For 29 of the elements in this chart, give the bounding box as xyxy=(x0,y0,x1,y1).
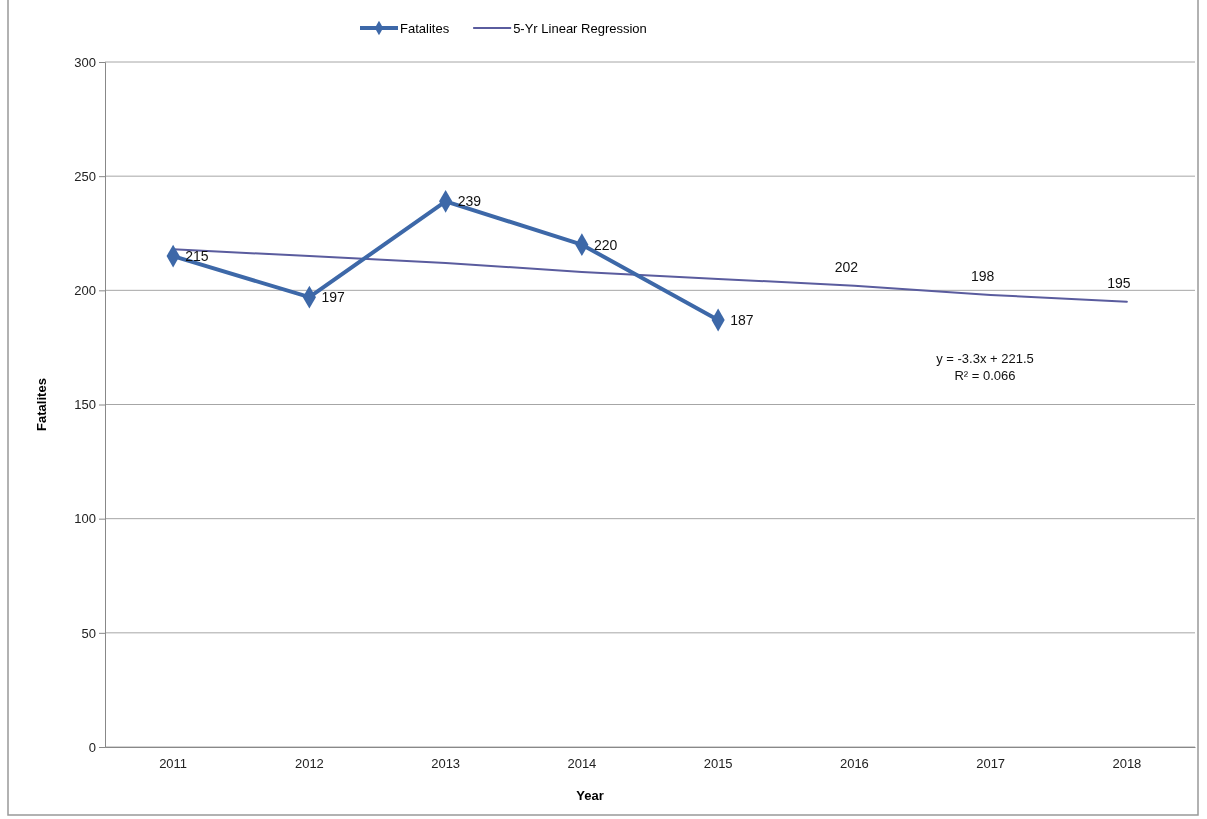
data-label: 202 xyxy=(834,258,859,275)
y-tick-label: 250 xyxy=(74,168,96,184)
legend-label: Fatalites xyxy=(400,21,450,36)
x-tick-label: 2013 xyxy=(431,756,461,772)
x-tick-label: 2017 xyxy=(976,756,1006,772)
data-label: 197 xyxy=(321,289,345,306)
data-label: 239 xyxy=(457,193,482,210)
x-tick-label: 2015 xyxy=(703,756,733,772)
x-tick-label: 2014 xyxy=(567,756,597,772)
y-tick-label: 300 xyxy=(74,54,96,70)
x-tick-label: 2016 xyxy=(839,756,869,772)
y-tick-label: 100 xyxy=(74,511,96,527)
y-tick-label: 50 xyxy=(81,625,96,641)
data-label: 215 xyxy=(185,248,209,265)
data-label: 198 xyxy=(970,267,995,284)
x-tick-label: 2018 xyxy=(1112,756,1142,772)
data-label: 195 xyxy=(1107,274,1131,291)
y-tick-label: 200 xyxy=(74,282,96,298)
y-tick-label: 150 xyxy=(74,397,96,413)
y-axis-title: Fatalites xyxy=(34,378,49,431)
legend-label: 5-Yr Linear Regression xyxy=(513,21,647,36)
x-tick-label: 2012 xyxy=(294,756,324,772)
data-label: 220 xyxy=(593,236,618,253)
y-tick-label: 0 xyxy=(88,739,96,755)
x-axis-title: Year xyxy=(576,788,604,803)
annotation: y = -3.3x + 221.5 xyxy=(936,351,1034,366)
x-tick-label: 2011 xyxy=(159,756,188,772)
annotation: R² = 0.066 xyxy=(954,368,1016,383)
data-label: 187 xyxy=(730,312,754,329)
